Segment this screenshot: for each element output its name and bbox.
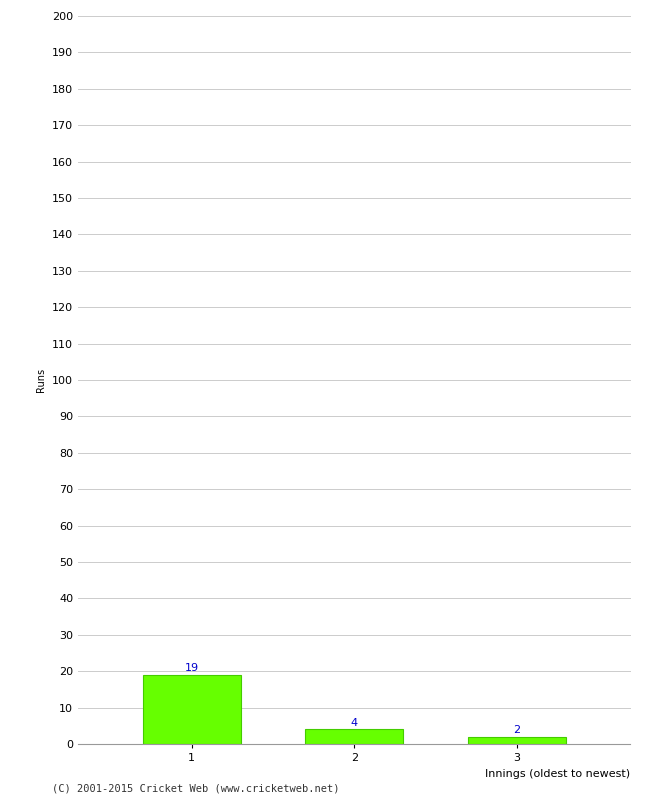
Text: 2: 2 [514,725,520,735]
Text: (C) 2001-2015 Cricket Web (www.cricketweb.net): (C) 2001-2015 Cricket Web (www.cricketwe… [52,784,339,794]
Text: 19: 19 [185,663,199,673]
Text: 4: 4 [351,718,358,728]
X-axis label: Innings (oldest to newest): Innings (oldest to newest) [486,769,630,778]
Bar [306,730,403,744]
Y-axis label: Runs: Runs [36,368,46,392]
Bar [468,737,566,744]
Bar [143,675,240,744]
